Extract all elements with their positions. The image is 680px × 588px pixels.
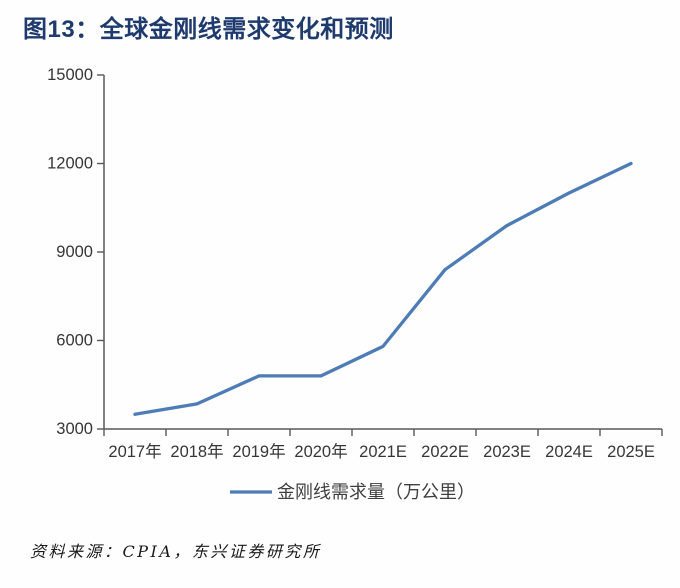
- demand-line-chart: 3000 6000 9000 12000 15000 2017年 2018年 2019年 202…: [0, 55, 680, 520]
- x-axis-label: 2022E: [421, 443, 469, 461]
- x-axis-label: 2021E: [359, 443, 407, 461]
- figure-title: 图13：全球金刚线需求变化和预测: [23, 16, 394, 43]
- y-axis-label: 12000: [47, 155, 93, 173]
- x-axis-label: 2017年: [108, 442, 161, 461]
- x-axis-label: 2019年: [232, 442, 285, 461]
- x-axis-label: 2025E: [607, 443, 655, 461]
- chart-canvas: 3000 6000 9000 12000 15000 2017年 2018年 2019年 202…: [47, 66, 663, 502]
- y-axis-label: 3000: [56, 420, 93, 438]
- y-axis-label: 6000: [56, 332, 93, 350]
- y-axis-label: 15000: [47, 66, 93, 84]
- x-axis-label: 2020年: [294, 442, 347, 461]
- demand-line-series: [133, 161, 633, 416]
- legend-label: 金刚线需求量（万公里）: [277, 482, 475, 502]
- x-axis-label: 2024E: [545, 443, 593, 461]
- x-axis-label: 2018年: [170, 442, 223, 461]
- x-axis-label: 2023E: [483, 443, 531, 461]
- y-axis-label: 9000: [56, 243, 93, 261]
- source-note: 资料来源：CPIA，东兴证券研究所: [30, 542, 322, 561]
